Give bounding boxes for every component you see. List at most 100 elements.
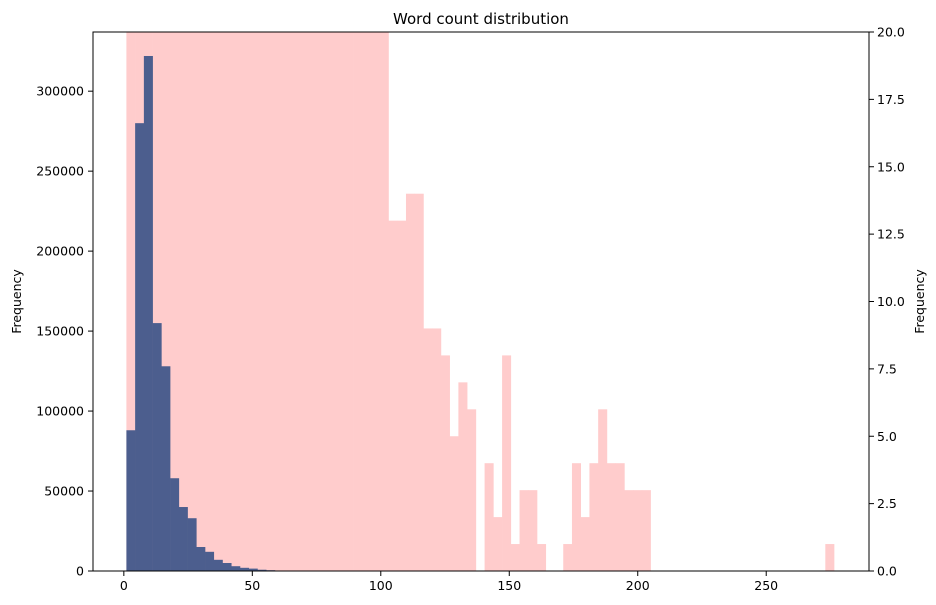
navy-histogram-bar xyxy=(257,569,267,571)
y-right-tick-label: 5.0 xyxy=(877,429,897,444)
pink-histogram-bar xyxy=(467,409,477,571)
y-right-tick-label: 0.0 xyxy=(877,564,897,579)
pink-histogram-bar xyxy=(598,409,608,571)
pink-histogram-bar xyxy=(537,544,547,571)
pink-histogram-bar xyxy=(336,32,346,571)
x-tick-label: 150 xyxy=(497,578,521,593)
pink-histogram-bar xyxy=(510,544,520,571)
pink-histogram-bar xyxy=(187,32,197,571)
y-left-tick-label: 0 xyxy=(76,564,84,579)
y-right-tick-label: 17.5 xyxy=(877,92,905,107)
y-left-tick-label: 200000 xyxy=(36,244,84,259)
pink-histogram-bar xyxy=(414,193,424,571)
pink-histogram-bar xyxy=(196,32,206,571)
y-right-axis-title: Frequency xyxy=(912,269,927,334)
pink-histogram-bar xyxy=(641,490,651,571)
y-right-tick-label: 2.5 xyxy=(877,496,897,511)
y-left-tick-label: 100000 xyxy=(36,404,84,419)
y-left-axis-ticks: 0 50000 100000 150000 200000 250000 300000 xyxy=(36,84,93,579)
navy-histogram-bar xyxy=(239,567,250,571)
pink-histogram-bar xyxy=(423,328,433,571)
x-tick-label: 250 xyxy=(754,578,778,593)
pink-histogram-bar xyxy=(239,32,250,571)
pink-histogram-bar xyxy=(633,490,643,571)
navy-histogram-bar xyxy=(205,551,215,571)
pink-histogram-bar xyxy=(344,32,354,571)
pink-histogram-bar xyxy=(528,490,538,571)
pink-histogram-bar xyxy=(458,382,468,571)
y-right-axis-ticks: 0.0 2.5 5.0 7.5 10.0 12.5 15.0 17.5 20.0 xyxy=(869,25,905,579)
pink-histogram-bar xyxy=(440,355,450,571)
y-left-tick-label: 300000 xyxy=(36,84,84,99)
pink-histogram-bar xyxy=(126,32,136,571)
navy-histogram-bar xyxy=(178,507,188,571)
pink-histogram-bar xyxy=(624,490,634,571)
y-right-tick-label: 20.0 xyxy=(877,25,905,40)
pink-histogram-bar xyxy=(327,32,337,571)
chart-title: Word count distribution xyxy=(393,10,569,28)
pink-histogram-bar xyxy=(615,463,625,571)
pink-histogram-bar xyxy=(248,32,258,571)
pink-histogram-bar xyxy=(205,32,215,571)
pink-histogram-bar xyxy=(213,32,223,571)
pink-histogram-bar xyxy=(449,436,459,571)
navy-histogram-bar xyxy=(196,547,206,571)
y-right-tick-label: 15.0 xyxy=(877,159,905,174)
y-left-tick-label: 50000 xyxy=(44,484,84,499)
x-axis-ticks: 0 50 100 150 200 250 xyxy=(120,571,778,593)
pink-histogram-bar xyxy=(563,544,573,571)
pink-histogram-bar xyxy=(178,32,188,571)
pink-histogram-bar xyxy=(571,463,581,571)
navy-histogram-bar xyxy=(187,518,197,571)
navy-histogram-bar xyxy=(231,566,241,571)
pink-histogram-bar xyxy=(379,32,389,571)
pink-histogram-bar xyxy=(493,517,503,571)
y-right-tick-label: 10.0 xyxy=(877,294,905,309)
pink-histogram-bar xyxy=(309,32,319,571)
pink-histogram-bar xyxy=(301,32,311,571)
x-tick-label: 200 xyxy=(626,578,650,593)
pink-histogram-bar xyxy=(580,517,590,571)
pink-histogram-bar xyxy=(371,32,381,571)
navy-histogram-bar xyxy=(248,568,258,571)
y-left-axis-title: Frequency xyxy=(9,269,24,334)
y-right-tick-label: 7.5 xyxy=(877,361,897,376)
y-left-tick-label: 250000 xyxy=(36,164,84,179)
pink-histogram-bar xyxy=(405,193,416,571)
pink-histogram-bar xyxy=(222,32,232,571)
navy-histogram-bar xyxy=(161,366,171,571)
pink-histogram-bar xyxy=(152,32,162,571)
pink-histogram-bar xyxy=(432,328,442,571)
pink-histogram-bar xyxy=(502,355,512,571)
pink-histogram-bar xyxy=(274,32,284,571)
pink-histogram-bar xyxy=(589,463,599,571)
x-tick-label: 50 xyxy=(244,578,260,593)
navy-histogram-bar xyxy=(143,55,153,572)
pink-histogram-bar xyxy=(283,32,293,571)
pink-histogram-bar xyxy=(292,32,302,571)
pink-histogram-bar xyxy=(388,220,398,571)
pink-histogram-bar xyxy=(231,32,241,571)
pink-histogram-bar xyxy=(362,32,372,571)
navy-histogram-bar xyxy=(126,430,136,571)
pink-histogram-bar xyxy=(318,32,328,571)
pink-histogram-bar xyxy=(161,32,171,571)
pink-histogram-bar xyxy=(170,32,180,571)
navy-histogram-bar xyxy=(213,559,223,571)
pink-histogram-bar xyxy=(519,490,529,571)
pink-histogram-bar xyxy=(484,463,494,571)
navy-histogram-bar xyxy=(152,323,162,571)
pink-histogram-bar xyxy=(257,32,267,571)
y-right-tick-label: 12.5 xyxy=(877,227,905,242)
pink-histogram-bar xyxy=(397,220,407,571)
pink-histogram-bar xyxy=(353,32,363,571)
pink-histogram-bar xyxy=(825,544,835,571)
x-tick-label: 0 xyxy=(120,578,128,593)
navy-histogram-bar xyxy=(222,563,232,571)
pink-histogram-bar xyxy=(606,463,616,571)
y-left-tick-label: 150000 xyxy=(36,324,84,339)
navy-histogram-bar xyxy=(170,478,180,571)
plot-bars xyxy=(126,32,835,572)
x-tick-label: 100 xyxy=(369,578,393,593)
